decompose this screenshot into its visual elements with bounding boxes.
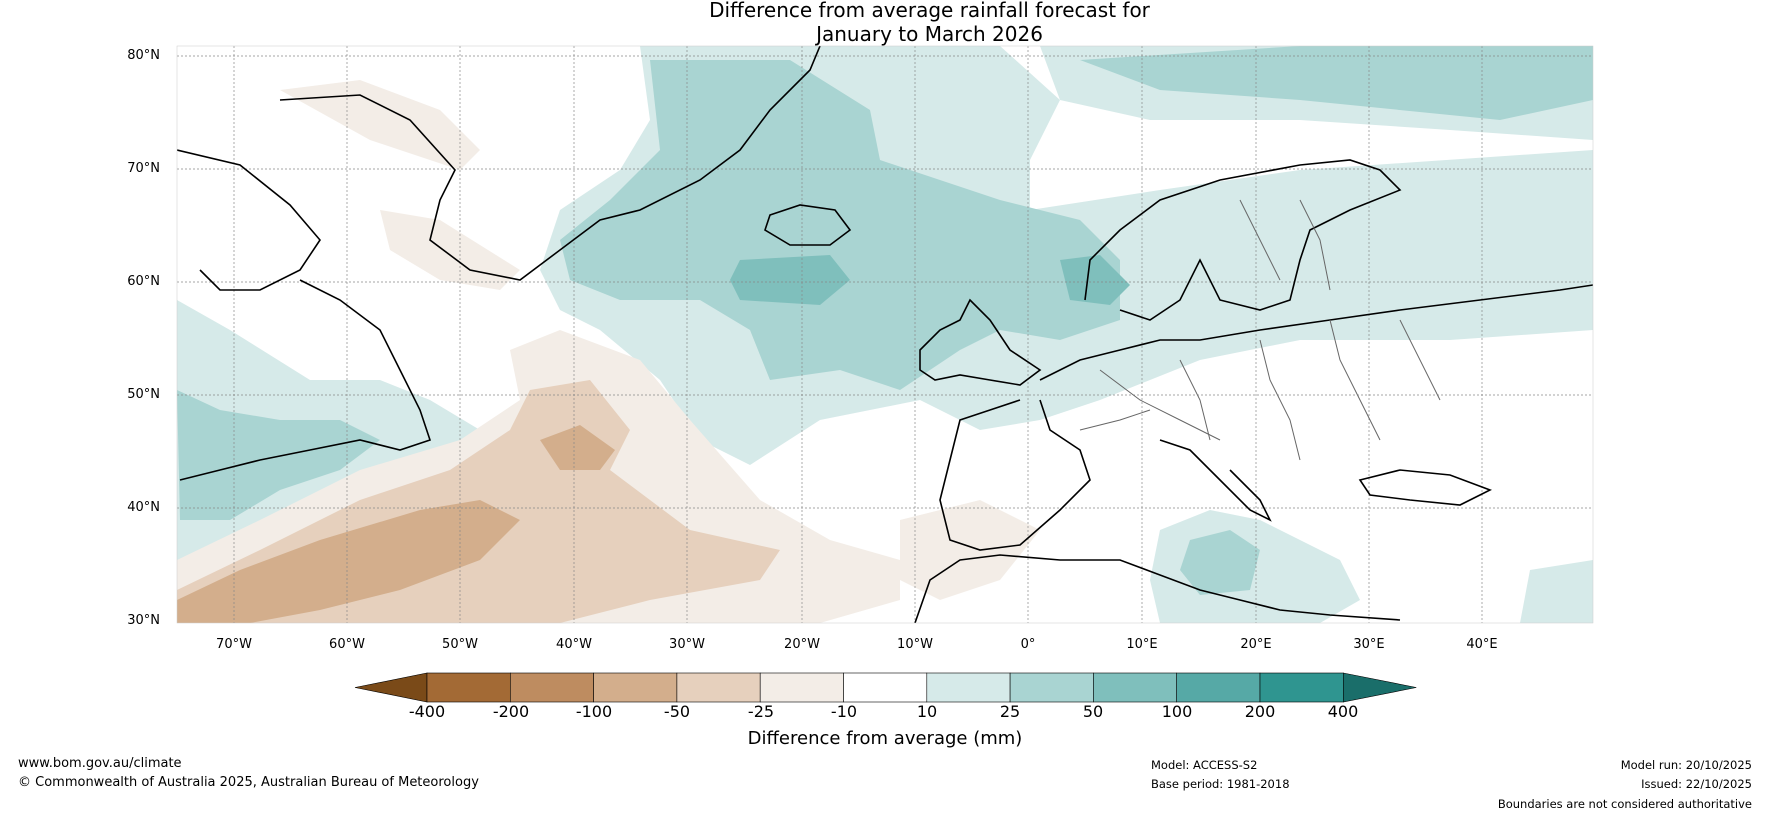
wet-core-arctic	[1080, 46, 1593, 120]
legend-tick-label: -50	[663, 702, 691, 721]
legend-tick-label: -200	[492, 702, 530, 721]
lon-label: 20°W	[784, 637, 820, 652]
lat-label: 50°N	[127, 387, 160, 402]
legend-extend-high	[1343, 672, 1417, 703]
lat-label: 30°N	[127, 613, 160, 628]
dry-region-greenland	[380, 210, 520, 290]
iceland-coast	[764, 204, 852, 246]
lat-label: 40°N	[127, 500, 160, 515]
legend-swatch	[509, 672, 594, 703]
scandinavia-coast	[1084, 159, 1402, 321]
lon-label: 50°W	[442, 637, 478, 652]
lon-label: 60°W	[329, 637, 365, 652]
wet-core-canada	[177, 390, 380, 520]
map-field	[177, 46, 1593, 623]
title-line-1: Difference from average rainfall forecas…	[709, 0, 1150, 22]
baffin-coast	[177, 149, 322, 291]
lon-label: 0°	[1020, 637, 1036, 652]
footer-model: Model: ACCESS-S2	[1151, 758, 1258, 772]
dry-region-baffin	[280, 80, 480, 170]
footer-website: www.bom.gov.au/climate	[18, 756, 182, 771]
legend-tick-label: -25	[747, 702, 775, 721]
iberia-coast	[939, 399, 1091, 551]
footer-copyright: © Commonwealth of Australia 2025, Austra…	[18, 775, 479, 790]
legend-tick-label: 25	[999, 702, 1021, 721]
dry-core-atlantic	[540, 425, 615, 470]
lat-label: 80°N	[127, 48, 160, 63]
lon-label: 40°W	[556, 637, 592, 652]
legend-title: Difference from average (mm)	[747, 728, 1023, 749]
dry-region-iberia	[900, 500, 1040, 600]
lon-label: 40°E	[1466, 637, 1498, 652]
lon-label: 20°E	[1240, 637, 1272, 652]
legend-extend-low	[354, 672, 428, 703]
labrador-coast	[179, 279, 432, 481]
legend-swatch	[1093, 672, 1178, 703]
legend-tick-label: 200	[1244, 702, 1276, 721]
coastlines	[177, 46, 1593, 623]
legend-tick-label: 50	[1082, 702, 1104, 721]
lon-label: 10°E	[1126, 637, 1158, 652]
lat-label: 60°N	[127, 274, 160, 289]
legend-tick-label: -10	[830, 702, 858, 721]
footer-disclaimer: Boundaries are not considered authoritat…	[1497, 797, 1752, 811]
legend-swatch	[1259, 672, 1344, 703]
wet-max-norway	[1060, 255, 1130, 305]
lat-label: 70°N	[127, 161, 160, 176]
legend-tick-label: 10	[916, 702, 938, 721]
wet-core-med	[1180, 530, 1260, 595]
legend-swatch	[426, 672, 511, 703]
europe-coast	[1039, 284, 1593, 381]
map-frame	[176, 45, 1594, 624]
legend-swatch	[676, 672, 761, 703]
lon-label: 70°W	[216, 637, 252, 652]
footer-issued: Issued: 22/10/2025	[1641, 777, 1752, 791]
dry-core-south	[177, 500, 520, 623]
greenland-coast	[279, 46, 821, 281]
africa-coast	[914, 554, 1401, 623]
italy-coast	[1159, 439, 1272, 522]
legend-tick-label: 400	[1327, 702, 1359, 721]
title-line-2: January to March 2026	[816, 22, 1043, 46]
legend-swatch	[843, 672, 928, 703]
legend-tick-label: -100	[575, 702, 613, 721]
wet-region-east	[1520, 560, 1593, 623]
legend-tick-label: -400	[408, 702, 446, 721]
legend-swatch	[1009, 672, 1094, 703]
legend-tick-label: 100	[1161, 702, 1193, 721]
ireland-uk-coast	[919, 298, 1042, 386]
legend-swatch	[1176, 672, 1261, 703]
wet-core-atlantic	[560, 60, 1120, 390]
lon-label: 30°W	[669, 637, 705, 652]
country-borders	[1079, 199, 1441, 461]
graticule	[177, 46, 1593, 623]
legend-swatch	[926, 672, 1011, 703]
black-sea-coast	[1358, 469, 1492, 506]
footer-base-period: Base period: 1981-2018	[1151, 777, 1290, 791]
wet-max-atlantic	[730, 255, 850, 305]
legend-swatch	[593, 672, 678, 703]
lon-label: 10°W	[897, 637, 933, 652]
lon-label: 30°E	[1353, 637, 1385, 652]
legend-swatch	[759, 672, 844, 703]
map-title: Difference from average rainfall forecas…	[0, 0, 1770, 46]
footer-model-run: Model run: 20/10/2025	[1620, 758, 1752, 772]
